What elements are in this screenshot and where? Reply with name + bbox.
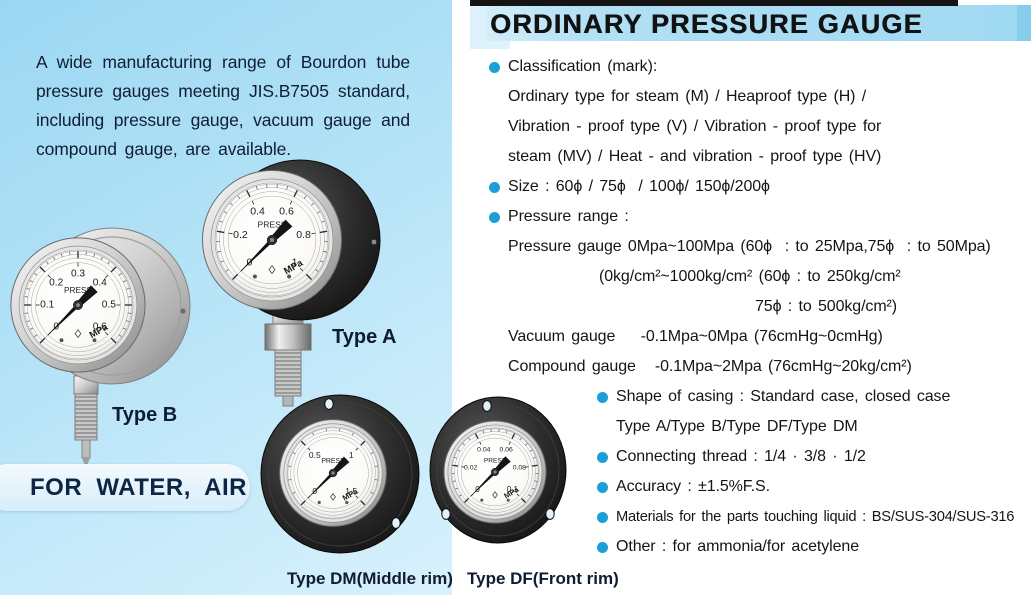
spec-text: Materials for the parts touching liquid … [616,509,1015,525]
spec-line: Vacuum gauge -0.1Mpa~0Mpa (76cmHg~0cmHg) [489,322,1031,352]
spec-line: Connecting thread : 1/4 · 3/8 · 1/2 [489,442,1031,472]
bullet-icon [489,181,500,193]
spec-line: Ordinary type for steam (M) / Heaproof t… [489,82,1031,112]
spec-line: Pressure range : [489,202,1031,232]
spec-line: Materials for the parts touching liquid … [489,502,1031,532]
svg-text:0.2: 0.2 [49,278,63,289]
spec-text: Connecting thread : 1/4 · 3/8 · 1/2 [616,448,866,465]
svg-text:0.1: 0.1 [507,485,519,494]
bullet-icon [597,391,608,403]
bullet-icon [597,481,608,493]
water-air-banner: FOR WATER, AIR [0,464,250,511]
spec-line: Compound gauge -0.1Mpa~2Mpa (76cmHg~20kg… [489,352,1031,382]
spec-text: Pressure gauge 0Mpa~100Mpa (60ϕ : to 25M… [508,238,991,255]
svg-text:0.5: 0.5 [309,450,321,460]
svg-text:PRESS: PRESS [321,458,345,465]
spec-text: (0kg/cm²~1000kg/cm² (60ϕ : to 250kg/cm² [599,268,901,285]
bullet-icon [489,61,500,73]
svg-text:0.4: 0.4 [93,278,107,289]
gauge-label-type-a: Type A [332,326,397,348]
spec-line: Size : 60ϕ / 75ϕ / 100ϕ/ 150ϕ/200ϕ [489,172,1031,202]
spec-text: Vibration - proof type (V) / Vibration -… [508,118,882,135]
spec-line: (0kg/cm²~1000kg/cm² (60ϕ : to 250kg/cm² [489,262,1031,292]
svg-text:0.1: 0.1 [40,300,54,311]
svg-text:PRESS: PRESS [258,219,287,229]
gauge-label-type-df: Type DF(Front rim) [467,569,619,588]
svg-text:0.08: 0.08 [513,465,526,472]
svg-text:0.06: 0.06 [500,447,513,454]
svg-text:0.8: 0.8 [296,229,311,241]
spec-text: Accuracy : ±1.5%F.S. [616,478,770,495]
spec-text: Compound gauge -0.1Mpa~2Mpa (76cmHg~20kg… [508,358,912,375]
spec-text: steam (MV) / Heat - and vibration - proo… [508,148,882,165]
svg-text:PRESS: PRESS [64,286,92,295]
svg-text:1: 1 [292,257,298,269]
spec-text: Size : 60ϕ / 75ϕ / 100ϕ/ 150ϕ/200ϕ [508,178,770,195]
header-band [486,5,1031,41]
gauge-label-type-dm: Type DM(Middle rim) [287,569,453,588]
page-title: ORDINARY PRESSURE GAUGE [490,9,923,39]
svg-text:0.04: 0.04 [477,447,490,454]
spec-text: Ordinary type for steam (M) / Heaproof t… [508,88,867,105]
spec-list: Classification (mark): Ordinary type for … [489,52,1031,562]
gauge-label-type-b: Type B [112,404,178,426]
svg-text:0.6: 0.6 [93,321,107,332]
bullet-icon [489,211,500,223]
svg-text:0.5: 0.5 [102,300,116,311]
svg-text:0.2: 0.2 [233,229,248,241]
spec-line: Classification (mark): [489,52,1031,82]
spec-line: Other : for ammonia/for acetylene [489,532,1031,562]
svg-text:0.6: 0.6 [279,206,294,218]
spec-line: Vibration - proof type (V) / Vibration -… [489,112,1031,142]
bullet-icon [597,451,608,463]
top-rule [470,0,958,6]
spec-text: Classification (mark): [508,58,658,75]
intro-paragraph: A wide manufacturing range of Bourdon tu… [36,51,410,159]
svg-text:PRESS: PRESS [484,457,507,464]
spec-text: Vacuum gauge -0.1Mpa~0Mpa (76cmHg~0cmHg) [508,328,883,345]
spec-text: Other : for ammonia/for acetylene [616,538,860,555]
svg-text:1.5: 1.5 [345,486,357,496]
spec-text: 75ϕ : to 500kg/cm²) [755,298,898,315]
spec-text: Type A/Type B/Type DF/Type DM [616,418,858,435]
spec-line: Shape of casing : Standard case, closed … [489,382,1031,412]
header-accent-strip [1017,5,1031,41]
water-air-banner-label: FOR WATER, AIR [30,474,247,501]
spec-line: Type A/Type B/Type DF/Type DM [489,412,1031,442]
spec-line: Accuracy : ±1.5%F.S. [489,472,1031,502]
spec-line: 75ϕ : to 500kg/cm²) [489,292,1031,322]
svg-text:0.4: 0.4 [250,206,265,218]
spec-line: steam (MV) / Heat - and vibration - proo… [489,142,1031,172]
spec-text: Shape of casing : Standard case, closed … [616,388,951,405]
spec-text: Pressure range : [508,208,629,225]
bullet-icon [597,541,608,553]
svg-text:1: 1 [349,450,354,460]
svg-text:0.02: 0.02 [464,465,477,472]
svg-text:0.3: 0.3 [71,269,85,280]
bullet-icon [597,511,608,523]
spec-line: Pressure gauge 0Mpa~100Mpa (60ϕ : to 25M… [489,232,1031,262]
